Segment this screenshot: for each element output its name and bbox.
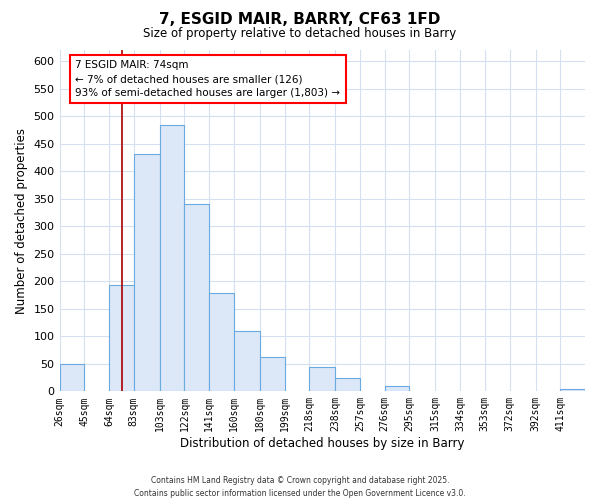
Bar [309, 367, 335, 392]
Y-axis label: Number of detached properties: Number of detached properties [15, 128, 28, 314]
Bar [134, 154, 160, 392]
Text: 7 ESGID MAIR: 74sqm
← 7% of detached houses are smaller (126)
93% of semi-detach: 7 ESGID MAIR: 74sqm ← 7% of detached hou… [76, 60, 340, 98]
Bar [59, 364, 84, 392]
Bar [234, 331, 260, 392]
Bar [260, 357, 284, 392]
Bar [160, 125, 184, 392]
Text: Size of property relative to detached houses in Barry: Size of property relative to detached ho… [143, 28, 457, 40]
Bar [335, 378, 360, 392]
Text: Contains HM Land Registry data © Crown copyright and database right 2025.
Contai: Contains HM Land Registry data © Crown c… [134, 476, 466, 498]
X-axis label: Distribution of detached houses by size in Barry: Distribution of detached houses by size … [180, 437, 464, 450]
Bar [109, 285, 134, 392]
Text: 7, ESGID MAIR, BARRY, CF63 1FD: 7, ESGID MAIR, BARRY, CF63 1FD [160, 12, 440, 28]
Bar [560, 388, 585, 392]
Bar [209, 294, 234, 392]
Bar [184, 204, 209, 392]
Bar [385, 386, 409, 392]
